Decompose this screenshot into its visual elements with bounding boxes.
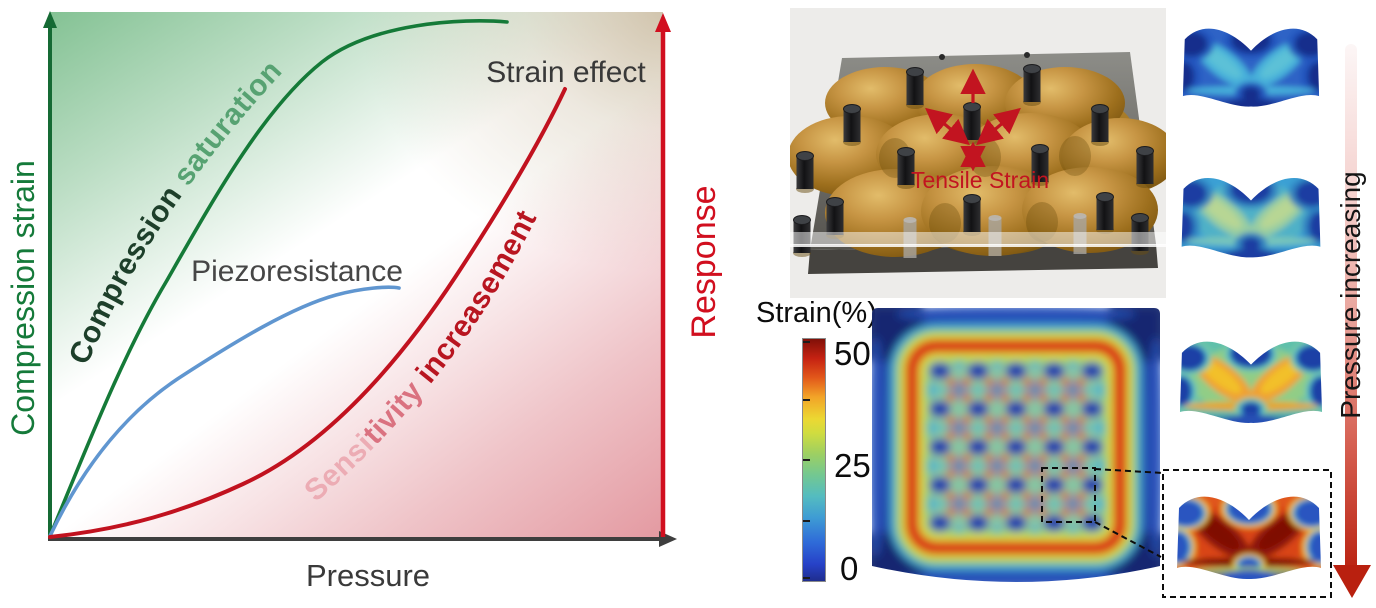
y-axis-left	[43, 11, 57, 538]
label-response: Response	[685, 185, 723, 338]
sim-cross-section-4-inset	[1177, 496, 1321, 580]
pressure-arrow-shaft	[1345, 44, 1357, 568]
curve-compression-saturation	[48, 19, 509, 538]
surface-hole	[1024, 52, 1030, 58]
y-axis-right-response	[655, 13, 671, 537]
strain-colorbar	[802, 338, 826, 582]
colorbar-tick	[803, 520, 810, 522]
pressure-arrow-head	[1333, 565, 1371, 598]
sim-content	[1182, 28, 1320, 107]
curve-strain-effect	[48, 87, 567, 539]
surface-hole	[939, 54, 945, 60]
colorbar-label-mid: 25	[834, 447, 871, 484]
strain-heatmap	[872, 308, 1160, 582]
sim-content	[1177, 496, 1321, 580]
sim-content	[1179, 341, 1323, 423]
tensile-strain-arrows	[925, 68, 1021, 172]
sim-cross-section-1	[1182, 28, 1320, 107]
heatmap-content	[872, 308, 1160, 582]
label-compression-strain: Compression strain	[5, 160, 41, 436]
curve-piezoresistance	[48, 285, 401, 538]
label-strain-effect: Strain effect	[486, 56, 646, 89]
colorbar-label-max: 50	[834, 335, 871, 372]
colorbar-tick	[803, 341, 810, 343]
acrylic-strip-edge	[790, 244, 1166, 247]
pillar-array-photo: Tensile Strain	[790, 8, 1166, 298]
colorbar-tick	[803, 399, 810, 401]
colorbar-label-min: 0	[840, 550, 859, 587]
colorbar-tick	[803, 459, 810, 461]
tensile-strain-label: Tensile Strain	[911, 167, 1049, 193]
sim-content	[1181, 177, 1321, 258]
acrylic-strip	[790, 232, 1166, 245]
colorbar-tick	[803, 577, 810, 579]
black-pillar-array	[793, 64, 1154, 257]
concept-chart: Strain effect Piezoresistance Pressure C…	[5, 11, 723, 593]
label-piezoresistance: Piezoresistance	[191, 255, 403, 288]
colorbar-title: Strain(%)	[756, 297, 877, 329]
label-pressure: Pressure	[306, 558, 430, 593]
pressure-increasing-label: Pressure increasing	[1335, 171, 1366, 419]
sim-cross-section-3	[1179, 341, 1323, 423]
sim-cross-section-2	[1181, 177, 1321, 258]
